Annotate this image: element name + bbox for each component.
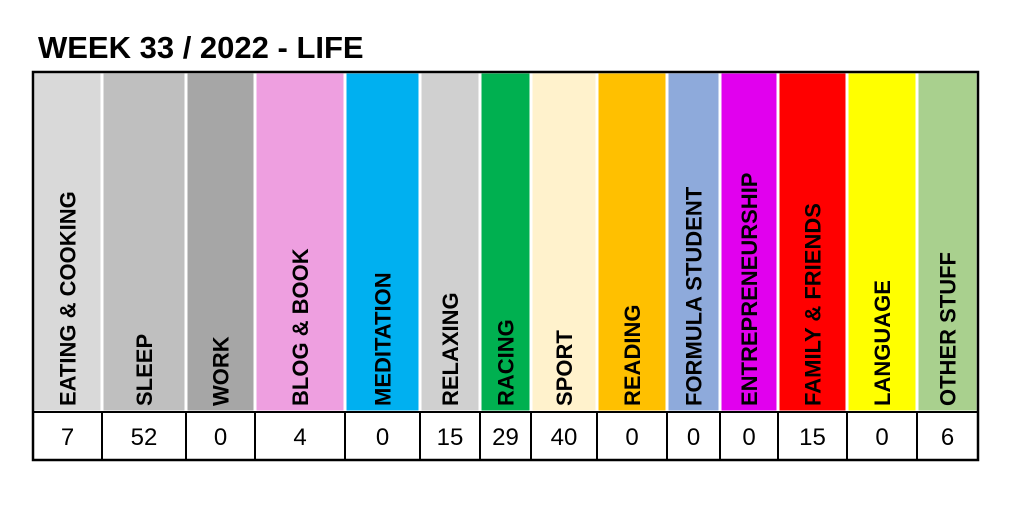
- value-cell: 15: [799, 424, 826, 451]
- header-label: WORK: [209, 336, 234, 406]
- header-label: ENTREPRENEURSHIP: [737, 173, 762, 406]
- table-border: [31, 70, 980, 462]
- header-cell: [668, 73, 719, 411]
- header-label: RACING: [494, 319, 519, 406]
- header-cell: [256, 73, 344, 411]
- header-cell: [779, 73, 846, 411]
- value-cell: 0: [687, 424, 700, 451]
- header-cell: [598, 73, 666, 411]
- value-cell: 0: [625, 424, 638, 451]
- header-label: LANGUAGE: [870, 280, 895, 406]
- header-cell: [421, 73, 479, 411]
- value-cell: 0: [875, 424, 888, 451]
- title: WEEK 33 / 2022 - LIFE: [38, 30, 364, 65]
- header-cell: [187, 73, 254, 411]
- header-cell: [532, 73, 596, 411]
- value-cell: 0: [214, 424, 227, 451]
- value-cell: 29: [492, 424, 519, 451]
- header-label: MEDITATION: [371, 272, 396, 406]
- header-cell: [34, 73, 101, 411]
- value-cell: 0: [742, 424, 755, 451]
- header-label: READING: [620, 305, 645, 406]
- header-cell: [103, 73, 185, 411]
- header-cell: [481, 73, 530, 411]
- value-cell: 4: [293, 424, 306, 451]
- header-cell: [918, 73, 977, 411]
- value-cell: 15: [437, 424, 464, 451]
- value-cell: 7: [61, 424, 74, 451]
- header-label: BLOG & BOOK: [288, 248, 313, 406]
- header-cell: [721, 73, 777, 411]
- value-cell: 6: [941, 424, 954, 451]
- header-label: SLEEP: [132, 334, 157, 406]
- header-label: FAMILY & FRIENDS: [801, 203, 826, 406]
- value-cell: 52: [131, 424, 158, 451]
- value-cell: 0: [376, 424, 389, 451]
- header-label: EATING & COOKING: [56, 191, 81, 406]
- header-cell: [346, 73, 419, 411]
- header-label: FORMULA STUDENT: [682, 186, 707, 406]
- header-label: RELAXING: [438, 292, 463, 406]
- value-cell: 40: [551, 424, 578, 451]
- header-cell: [848, 73, 916, 411]
- header-label: SPORT: [552, 330, 577, 406]
- header-label: OTHER STUFF: [936, 252, 961, 406]
